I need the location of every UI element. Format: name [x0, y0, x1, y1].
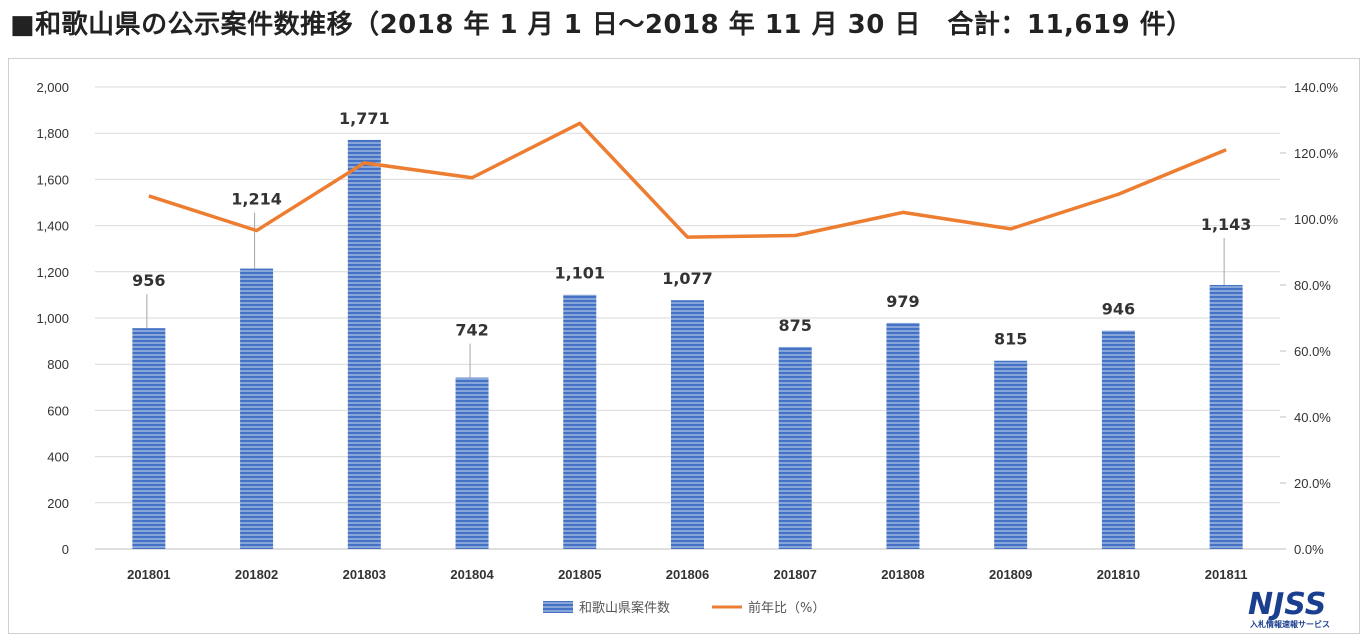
y-left-tick-label: 1,600 — [36, 172, 69, 187]
y-left-tick-label: 800 — [47, 357, 69, 372]
grid — [95, 86, 1280, 550]
y-left-tick-label: 1,000 — [36, 311, 69, 326]
data-label: 1,143 — [1201, 215, 1252, 234]
bar-201807 — [778, 346, 812, 549]
y-right-tick-label: 140.0% — [1294, 80, 1339, 95]
y-right-tick-label: 0.0% — [1294, 542, 1324, 557]
njss-logo: NJSS 入札情報速報サービス — [1248, 587, 1330, 629]
y-right-tick-label: 80.0% — [1294, 278, 1331, 293]
logo-subtitle: 入札情報速報サービス — [1249, 619, 1330, 629]
label-leaders — [146, 212, 1225, 378]
right-y-axis: 0.0% 20.0% 40.0% 60.0% 80.0% 100.0% 120.0% 140.… — [1280, 80, 1339, 557]
bar-201811 — [1209, 284, 1243, 549]
y-right-tick-label: 60.0% — [1294, 344, 1331, 359]
bar-201810 — [1101, 330, 1135, 549]
legend-label-bar: 和歌山県案件数 — [579, 601, 670, 616]
data-label: 875 — [779, 316, 812, 335]
bar-201808 — [886, 322, 920, 549]
chart-frame — [8, 58, 1360, 634]
data-label: 1,214 — [231, 190, 282, 209]
yoy-line — [148, 121, 1227, 239]
y-right-tick-label: 20.0% — [1294, 476, 1331, 491]
chart-title: ■和歌山県の公示案件数推移（2018 年 1 月 1 日～2018 年 11 月… — [10, 10, 1193, 40]
data-label: 1,101 — [554, 264, 605, 283]
y-left-tick-label: 1,400 — [36, 219, 69, 234]
data-label: 1,771 — [339, 109, 390, 128]
y-left-tick-label: 400 — [47, 450, 69, 465]
bar-201801 — [132, 328, 166, 549]
x-tick-label: 201803 — [343, 567, 386, 582]
x-tick-label: 201805 — [558, 567, 601, 582]
x-tick-label: 201807 — [774, 567, 817, 582]
data-label: 956 — [132, 271, 165, 290]
bar-201809 — [994, 360, 1028, 549]
x-tick-label: 201806 — [666, 567, 709, 582]
y-left-tick-label: 1,800 — [36, 126, 69, 141]
bar-201802 — [240, 268, 274, 549]
bar-201806 — [671, 300, 704, 549]
x-tick-label: 201802 — [235, 567, 278, 582]
x-tick-label: 201801 — [127, 567, 170, 582]
data-label: 979 — [886, 292, 919, 311]
y-left-tick-label: 0 — [62, 542, 69, 557]
bar-201803 — [347, 139, 381, 550]
x-tick-label: 201811 — [1205, 567, 1248, 582]
bar-201804 — [455, 377, 489, 549]
logo-text: NJSS — [1248, 587, 1326, 622]
y-right-tick-label: 100.0% — [1294, 212, 1339, 227]
bar-201805 — [563, 294, 597, 549]
data-labels: 956 1,214 1,771 742 1,101 1,077 875 979 815 946 1,… — [132, 109, 1251, 349]
x-axis: 201801 201802 201803 201804 201805 201806 2018… — [127, 567, 1247, 582]
legend-swatch-bar — [543, 601, 573, 613]
data-label: 815 — [994, 330, 1027, 349]
x-tick-label: 201804 — [450, 567, 494, 582]
data-label: 1,077 — [662, 269, 713, 288]
y-right-tick-label: 40.0% — [1294, 410, 1331, 425]
x-tick-label: 201810 — [1097, 567, 1140, 582]
y-left-tick-label: 600 — [47, 403, 69, 418]
bar-series — [132, 139, 1243, 550]
y-left-tick-label: 200 — [47, 496, 69, 511]
y-right-tick-label: 120.0% — [1294, 146, 1339, 161]
y-left-tick-label: 1,200 — [36, 265, 69, 280]
legend-label-line: 前年比（%） — [748, 600, 825, 616]
data-label: 742 — [455, 321, 488, 340]
x-tick-label: 201809 — [989, 567, 1032, 582]
left-y-axis: 0 200 400 600 800 1,000 1,200 1,400 1,600 1,800 2,… — [36, 80, 69, 557]
line-series — [148, 121, 1227, 239]
data-label: 946 — [1102, 299, 1135, 318]
legend: 和歌山県案件数 前年比（%） — [543, 600, 825, 616]
x-tick-label: 201808 — [881, 567, 924, 582]
y-left-tick-label: 2,000 — [36, 80, 69, 95]
